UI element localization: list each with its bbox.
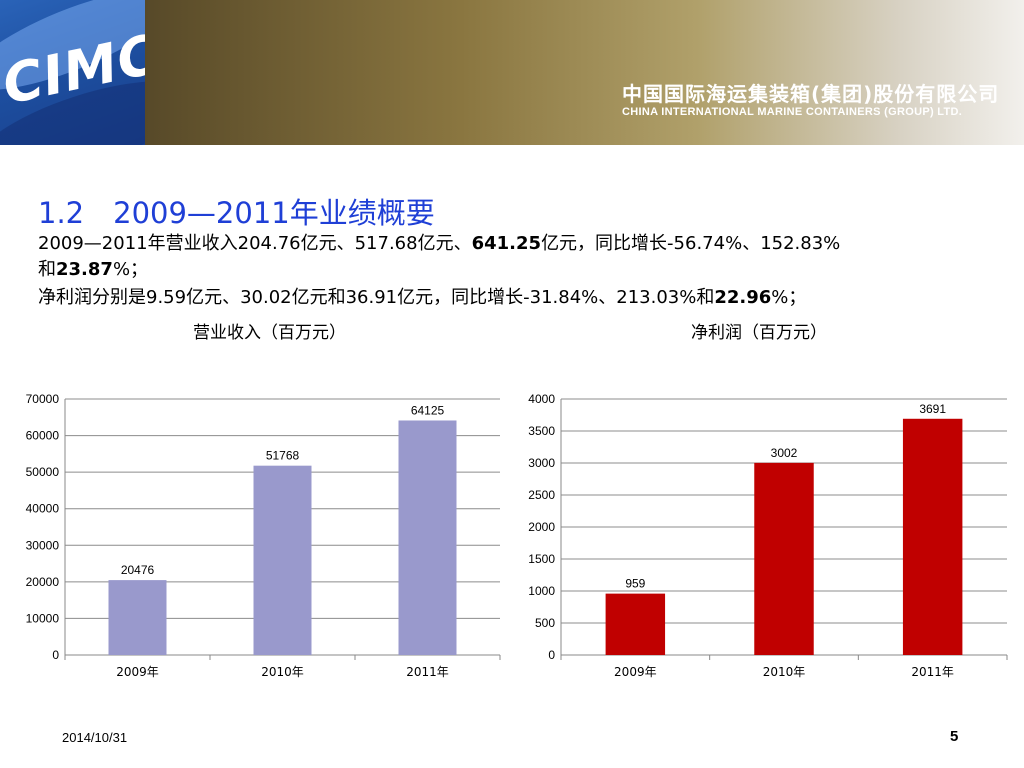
y-tick-label: 0 <box>52 648 59 662</box>
revenue-chart-caption: 营业收入（百万元） <box>193 323 346 343</box>
text-segment: 亿元，同比增长-56.74%、152.83% <box>541 233 841 254</box>
y-tick-label: 70000 <box>26 392 60 406</box>
text-segment: 净利润分别是9.59亿元、30.02亿元和36.91亿元，同比增长-31.84%… <box>38 287 715 308</box>
y-tick-label: 20000 <box>26 575 60 589</box>
company-name-cn: 中国国际海运集装箱(集团)股份有限公司 <box>622 82 1000 106</box>
y-tick-label: 30000 <box>26 538 60 552</box>
text-segment: 2009—2011年营业收入204.76亿元、517.68亿元、 <box>38 233 472 254</box>
y-tick-label: 4000 <box>528 392 555 406</box>
bar <box>253 465 312 655</box>
y-tick-label: 40000 <box>26 502 60 516</box>
y-tick-label: 2500 <box>528 488 555 502</box>
page-number: 5 <box>950 728 959 745</box>
data-label: 959 <box>625 577 645 591</box>
x-tick-label: 2009年 <box>614 665 657 679</box>
revenue-summary-line1: 2009—2011年营业收入204.76亿元、517.68亿元、641.25亿元… <box>38 231 840 257</box>
text-segment: %； <box>112 259 149 280</box>
text-segment: %； <box>771 287 807 308</box>
x-tick-label: 2011年 <box>911 665 954 679</box>
y-tick-label: 1000 <box>528 584 555 598</box>
y-tick-label: 50000 <box>26 465 60 479</box>
data-label: 51768 <box>266 449 300 463</box>
revenue-bar-chart: 0 10000 20000 30000 40000 50000 60000 70000 2047… <box>26 392 501 679</box>
bar <box>902 418 963 655</box>
y-tick-label: 500 <box>535 616 555 630</box>
y-tick-label: 3000 <box>528 456 555 470</box>
y-tick-label: 60000 <box>26 429 60 443</box>
data-label: 20476 <box>121 563 155 577</box>
profit-bar-chart: 0 500 1000 1500 2000 2500 3000 3500 4000 959 2009年… <box>528 392 1008 679</box>
x-tick-label: 2011年 <box>406 665 449 679</box>
header-banner: CIMC 中国国际海运集装箱(集团)股份有限公司 CHINA INTERNATI… <box>0 0 1024 145</box>
cimc-logo: CIMC <box>0 0 145 145</box>
footer-date: 2014/10/31 <box>62 730 128 745</box>
bar <box>605 593 666 655</box>
x-tick-label: 2010年 <box>763 665 806 679</box>
data-label: 3002 <box>771 446 798 460</box>
data-label: 3691 <box>919 402 946 416</box>
data-label: 64125 <box>411 403 445 417</box>
bar <box>398 420 457 655</box>
revenue-summary-line2: 和23.87%； <box>38 257 148 283</box>
profit-summary-line: 净利润分别是9.59亿元、30.02亿元和36.91亿元，同比增长-31.84%… <box>38 285 806 311</box>
bold-value: 22.96 <box>714 287 772 308</box>
y-tick-label: 1500 <box>528 552 555 566</box>
y-tick-label: 0 <box>548 648 555 662</box>
y-tick-label: 2000 <box>528 520 555 534</box>
x-tick-label: 2010年 <box>261 665 304 679</box>
x-tick-label: 2009年 <box>116 665 159 679</box>
text-segment: 和 <box>38 259 56 280</box>
slide-title: 1.2 2009—2011年业绩概要 <box>38 196 435 230</box>
y-tick-label: 3500 <box>528 424 555 438</box>
bar <box>108 580 167 655</box>
bold-value: 641.25 <box>471 233 542 254</box>
bold-value: 23.87 <box>56 259 113 280</box>
y-tick-label: 10000 <box>26 611 60 625</box>
company-name-en: CHINA INTERNATIONAL MARINE CONTAINERS (G… <box>622 106 963 118</box>
profit-chart-caption: 净利润（百万元） <box>691 323 827 343</box>
bar <box>754 462 814 655</box>
